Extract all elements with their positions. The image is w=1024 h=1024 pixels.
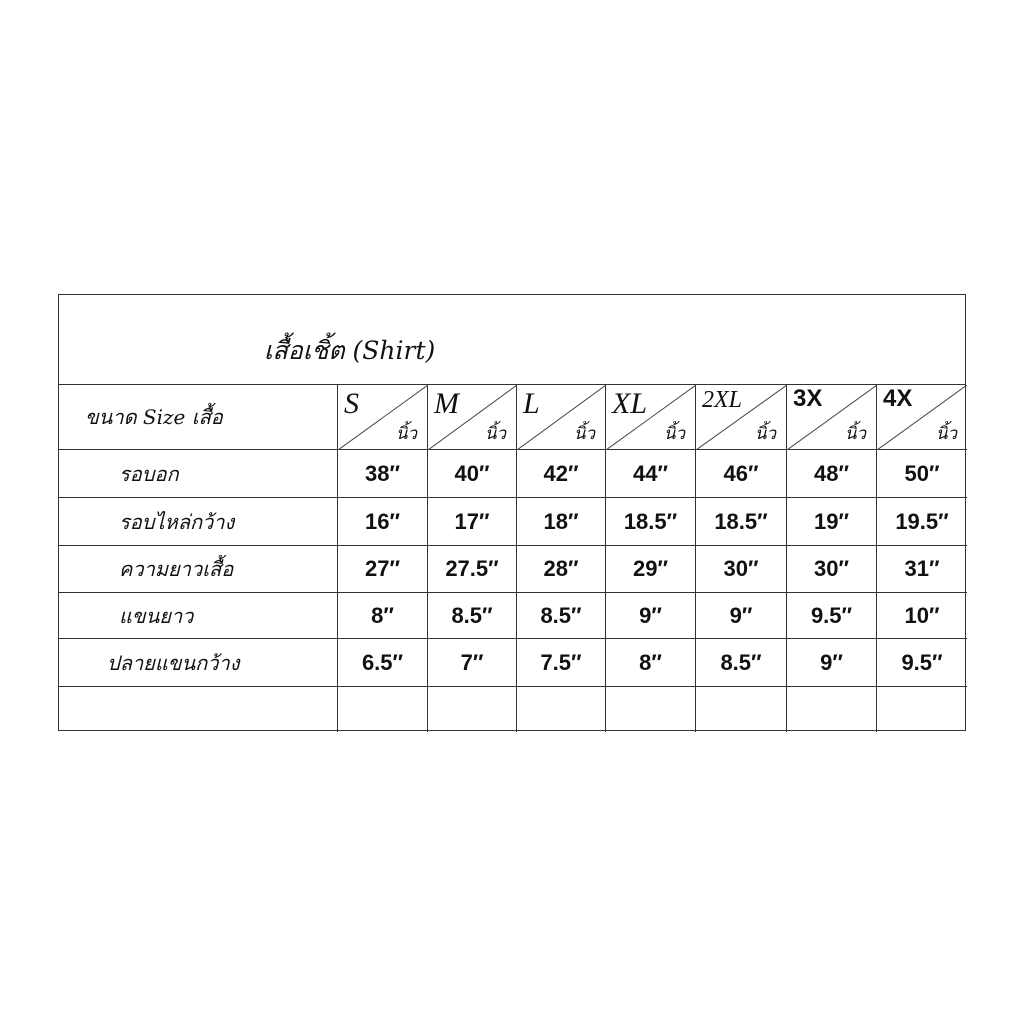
- measurement-value: 27″: [338, 546, 428, 593]
- measurement-value: 8″: [606, 639, 696, 687]
- diagonal-divider: [428, 385, 517, 450]
- unit-label: นิ้ว: [663, 424, 685, 444]
- measurement-value: 19.5″: [877, 498, 967, 546]
- measurement-value: [787, 687, 877, 732]
- measurement-value: [338, 687, 428, 732]
- table-title-row: เสื้อเชิ้ต (Shirt): [59, 295, 965, 385]
- measurement-value: 9″: [696, 593, 787, 639]
- size-name: XL: [612, 387, 648, 420]
- measurement-value: 8.5″: [428, 593, 517, 639]
- measurement-value: 29″: [606, 546, 696, 593]
- size-header-cell: XL นิ้ว: [606, 385, 696, 450]
- measurement-value: [428, 687, 517, 732]
- table-title: เสื้อเชิ้ต (Shirt): [264, 336, 436, 365]
- unit-label: นิ้ว: [844, 424, 866, 444]
- size-name: 4X: [883, 385, 913, 412]
- measurement-value: 9.5″: [787, 593, 877, 639]
- measurement-value: [606, 687, 696, 732]
- measurement-value: 31″: [877, 546, 967, 593]
- measurement-value: 38″: [338, 450, 428, 498]
- measurement-value: 8″: [338, 593, 428, 639]
- measurement-value: 9.5″: [877, 639, 967, 687]
- measurement-value: 40″: [428, 450, 517, 498]
- size-header-cell: 4X นิ้ว: [877, 385, 967, 450]
- measurement-value: [877, 687, 967, 732]
- diagonal-divider: [606, 385, 696, 450]
- size-header-cell: 3X นิ้ว: [787, 385, 877, 450]
- measurement-value: 8.5″: [517, 593, 606, 639]
- measurement-value: 42″: [517, 450, 606, 498]
- diagonal-divider: [338, 385, 428, 450]
- diagonal-divider: [517, 385, 606, 450]
- size-name: M: [434, 387, 459, 420]
- measurement-value: 48″: [787, 450, 877, 498]
- measurement-value: 19″: [787, 498, 877, 546]
- row-label: ความยาวเสื้อ: [59, 546, 338, 593]
- row-label: ปลายแขนกว้าง: [59, 639, 338, 687]
- measurement-value: 50″: [877, 450, 967, 498]
- measurement-value: 10″: [877, 593, 967, 639]
- measurement-value: 7.5″: [517, 639, 606, 687]
- row-label: แขนยาว: [59, 593, 338, 639]
- unit-label: นิ้ว: [935, 424, 957, 444]
- size-header-cell: L นิ้ว: [517, 385, 606, 450]
- measurement-value: 8.5″: [696, 639, 787, 687]
- measurement-value: 44″: [606, 450, 696, 498]
- measurement-value: 18.5″: [696, 498, 787, 546]
- size-chart-table: เสื้อเชิ้ต (Shirt) ขนาด Size เสื้อ S นิ้ว M…: [58, 294, 967, 732]
- unit-label: นิ้ว: [484, 424, 506, 444]
- diagonal-divider: [787, 385, 877, 450]
- row-label: รอบไหล่กว้าง: [59, 498, 338, 546]
- measurement-value: 18″: [517, 498, 606, 546]
- diagonal-divider: [877, 385, 967, 450]
- size-name: 3X: [793, 385, 823, 412]
- row-label: รอบอก: [59, 450, 338, 498]
- size-header-cell: M นิ้ว: [428, 385, 517, 450]
- measurement-value: 17″: [428, 498, 517, 546]
- measurement-value: 16″: [338, 498, 428, 546]
- measurement-value: 9″: [606, 593, 696, 639]
- size-name: 2XL: [702, 387, 743, 413]
- row-label: [59, 687, 338, 732]
- unit-label: นิ้ว: [754, 424, 776, 444]
- size-header-cell: S นิ้ว: [338, 385, 428, 450]
- measurement-value: 30″: [787, 546, 877, 593]
- size-name: L: [523, 387, 540, 420]
- measurement-value: 7″: [428, 639, 517, 687]
- measurement-value: 28″: [517, 546, 606, 593]
- measurement-value: [696, 687, 787, 732]
- measurement-value: 27.5″: [428, 546, 517, 593]
- measurement-value: [517, 687, 606, 732]
- measurement-value: 46″: [696, 450, 787, 498]
- measurement-value: 30″: [696, 546, 787, 593]
- header-label-cell: ขนาด Size เสื้อ: [59, 385, 338, 450]
- measurement-value: 18.5″: [606, 498, 696, 546]
- unit-label: นิ้ว: [395, 424, 417, 444]
- unit-label: นิ้ว: [573, 424, 595, 444]
- measurement-value: 6.5″: [338, 639, 428, 687]
- measurement-value: 9″: [787, 639, 877, 687]
- size-name: S: [344, 387, 359, 420]
- size-header-cell: 2XL นิ้ว: [696, 385, 787, 450]
- diagonal-divider: [696, 385, 787, 450]
